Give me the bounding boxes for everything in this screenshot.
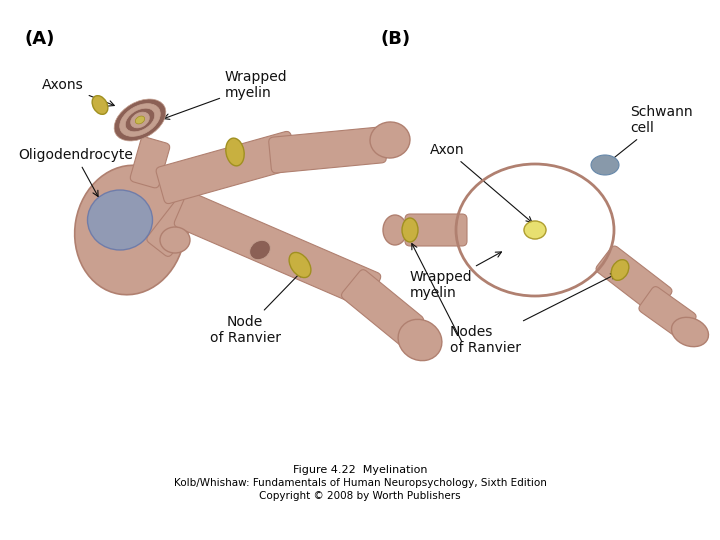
Text: (A): (A) (25, 30, 55, 48)
FancyBboxPatch shape (130, 137, 170, 188)
Ellipse shape (75, 165, 185, 295)
Ellipse shape (92, 96, 108, 114)
Text: Copyright © 2008 by Worth Publishers: Copyright © 2008 by Worth Publishers (259, 491, 461, 501)
FancyBboxPatch shape (174, 192, 381, 308)
FancyBboxPatch shape (596, 246, 672, 314)
Text: Node
of Ranvier: Node of Ranvier (210, 271, 302, 345)
Text: Axon: Axon (430, 143, 532, 222)
FancyBboxPatch shape (405, 214, 467, 246)
Ellipse shape (591, 155, 619, 175)
Ellipse shape (524, 221, 546, 239)
Ellipse shape (130, 112, 149, 128)
Ellipse shape (289, 252, 311, 278)
FancyBboxPatch shape (341, 269, 423, 346)
Text: Nodes
of Ranvier: Nodes of Ranvier (450, 274, 616, 355)
Text: (B): (B) (380, 30, 410, 48)
FancyBboxPatch shape (156, 131, 299, 204)
Ellipse shape (88, 190, 153, 250)
Ellipse shape (250, 240, 271, 260)
Ellipse shape (524, 221, 546, 239)
Text: Oligodendrocyte: Oligodendrocyte (18, 148, 133, 197)
Text: Wrapped
myelin: Wrapped myelin (163, 70, 287, 119)
FancyBboxPatch shape (269, 127, 386, 173)
FancyBboxPatch shape (639, 287, 696, 339)
Ellipse shape (226, 138, 244, 166)
Ellipse shape (402, 218, 418, 242)
Text: Kolb/Whishaw: Fundamentals of Human Neuropsychology, Sixth Edition: Kolb/Whishaw: Fundamentals of Human Neur… (174, 478, 546, 488)
Text: Wrapped
myelin: Wrapped myelin (410, 252, 501, 300)
Text: Schwann
cell: Schwann cell (608, 105, 693, 163)
Ellipse shape (135, 116, 145, 124)
Ellipse shape (398, 319, 442, 361)
Ellipse shape (120, 104, 161, 137)
Ellipse shape (611, 260, 629, 280)
Text: Figure 4.22  Myelination: Figure 4.22 Myelination (293, 465, 427, 475)
Ellipse shape (125, 108, 155, 132)
Ellipse shape (114, 99, 166, 141)
Ellipse shape (672, 318, 708, 347)
FancyBboxPatch shape (147, 188, 208, 256)
Text: Axons: Axons (42, 78, 114, 106)
Ellipse shape (160, 227, 190, 253)
Ellipse shape (383, 215, 407, 245)
Ellipse shape (370, 122, 410, 158)
